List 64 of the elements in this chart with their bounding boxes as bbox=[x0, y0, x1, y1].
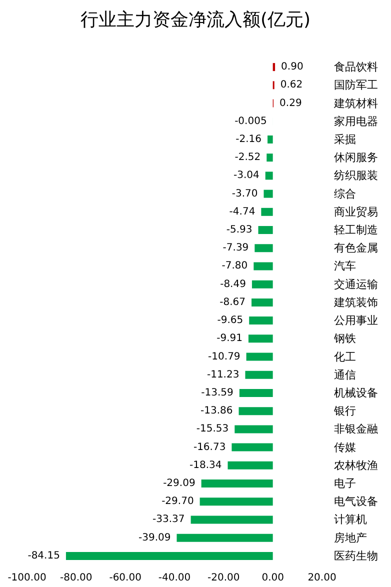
data-label: -11.23 bbox=[206, 369, 240, 380]
y-tick-label: 商业贸易 bbox=[334, 205, 378, 218]
x-tick-label: -40.00 bbox=[158, 572, 191, 584]
x-tick-label: -60.00 bbox=[109, 572, 142, 584]
y-tick-label: 公用事业 bbox=[334, 314, 378, 328]
y-tick-label: 钢铁 bbox=[333, 332, 356, 346]
y-tick-label: 食品饮料 bbox=[334, 60, 378, 74]
data-label: -7.39 bbox=[222, 242, 249, 254]
y-tick-label: 交通运输 bbox=[334, 278, 378, 291]
y-tick-label: 建筑材料 bbox=[333, 96, 378, 110]
data-label: 0.62 bbox=[280, 80, 303, 91]
y-tick-label: 纺织服装 bbox=[334, 169, 378, 182]
data-label: -29.70 bbox=[162, 496, 194, 508]
y-tick-label: 建筑装饰 bbox=[333, 296, 378, 309]
y-tick-label: 家用电器 bbox=[334, 114, 378, 128]
y-tick-label: 有色金属 bbox=[334, 242, 378, 255]
data-label: -5.93 bbox=[226, 224, 252, 236]
y-tick-label: 汽车 bbox=[334, 260, 356, 273]
x-tick-label: 0.00 bbox=[262, 572, 284, 584]
data-label: -2.52 bbox=[234, 152, 261, 164]
data-label: -84.15 bbox=[28, 550, 60, 562]
chart-title: 行业主力资金净流入额(亿元) bbox=[80, 10, 311, 30]
y-tick-label: 医药生物 bbox=[334, 549, 378, 562]
data-label: -33.37 bbox=[152, 514, 185, 526]
x-tick-label: 20.00 bbox=[308, 572, 336, 584]
data-label: -0.005 bbox=[234, 116, 267, 127]
data-label: -29.09 bbox=[163, 478, 196, 490]
y-tick-label: 传媒 bbox=[334, 440, 356, 454]
data-label: -15.53 bbox=[196, 424, 229, 435]
data-label: -3.70 bbox=[232, 188, 258, 200]
data-label: -8.49 bbox=[220, 278, 246, 290]
data-label: -18.34 bbox=[189, 460, 222, 471]
data-label: -39.09 bbox=[138, 532, 171, 544]
data-label: 0.29 bbox=[280, 98, 302, 109]
x-tick-label: -80.00 bbox=[60, 572, 92, 584]
y-tick-label: 房地产 bbox=[334, 531, 367, 544]
y-tick-label: 化工 bbox=[334, 350, 356, 364]
y-tick-label: 轻工制造 bbox=[334, 224, 378, 237]
y-tick-label: 计算机 bbox=[334, 513, 367, 526]
data-label: -9.65 bbox=[217, 315, 244, 326]
y-tick-label: 机械设备 bbox=[334, 386, 378, 400]
y-tick-label: 休闲服务 bbox=[334, 151, 378, 164]
data-label: -7.80 bbox=[222, 260, 248, 272]
y-tick-label: 农林牧渔 bbox=[334, 458, 378, 472]
y-tick-label: 电子 bbox=[334, 477, 356, 490]
y-tick-label: 银行 bbox=[333, 404, 356, 418]
x-tick-label: -20.00 bbox=[208, 572, 240, 584]
y-tick-label: 电气设备 bbox=[334, 495, 378, 508]
y-tick-label: 通信 bbox=[334, 368, 356, 382]
data-label: -10.79 bbox=[208, 351, 240, 362]
data-label: 0.90 bbox=[281, 62, 304, 73]
y-tick-label: 综合 bbox=[334, 187, 356, 200]
x-tick-label: -100.00 bbox=[8, 572, 46, 584]
data-label: -13.86 bbox=[200, 406, 233, 417]
y-tick-label: 非银金融 bbox=[334, 422, 378, 436]
y-tick-label: 国防军工 bbox=[334, 78, 378, 92]
y-tick-label: 采掘 bbox=[334, 132, 356, 146]
data-label: -4.74 bbox=[229, 206, 256, 218]
data-label: -3.04 bbox=[233, 170, 260, 182]
data-label: -9.91 bbox=[216, 333, 242, 344]
data-label: -2.16 bbox=[236, 134, 262, 145]
data-label: -16.73 bbox=[193, 442, 226, 453]
data-label: -8.67 bbox=[220, 296, 246, 308]
data-label: -13.59 bbox=[201, 387, 234, 398]
